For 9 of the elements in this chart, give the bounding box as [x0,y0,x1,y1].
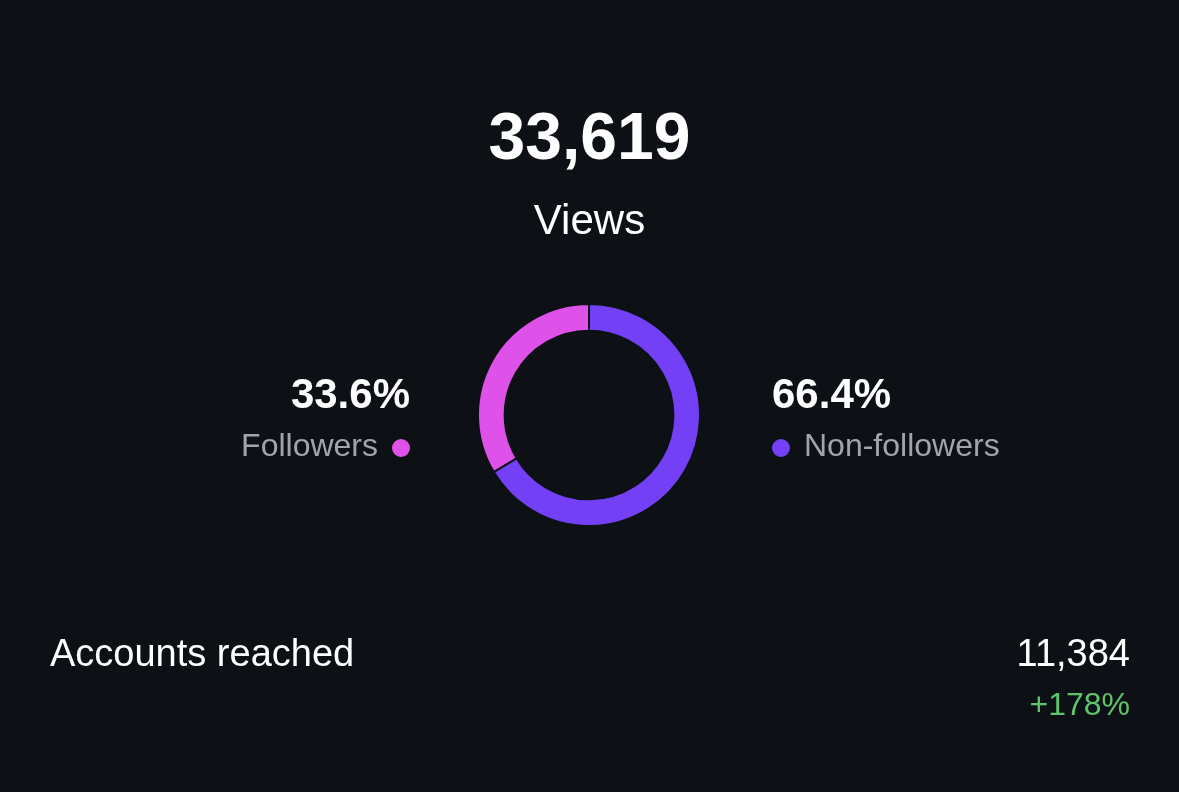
data-label: 66.4% [772,369,893,419]
text: Accounts reached [50,632,355,675]
legend-label: Non-followers [804,427,1000,463]
text: 11,384 [1016,632,1130,675]
chart-title: 33,619 [487,98,692,174]
chart-subtitle: Views [532,196,647,244]
slice-label: Followers [241,427,378,463]
data-label: 33.6% [289,369,410,419]
text: +178% [1029,686,1130,723]
